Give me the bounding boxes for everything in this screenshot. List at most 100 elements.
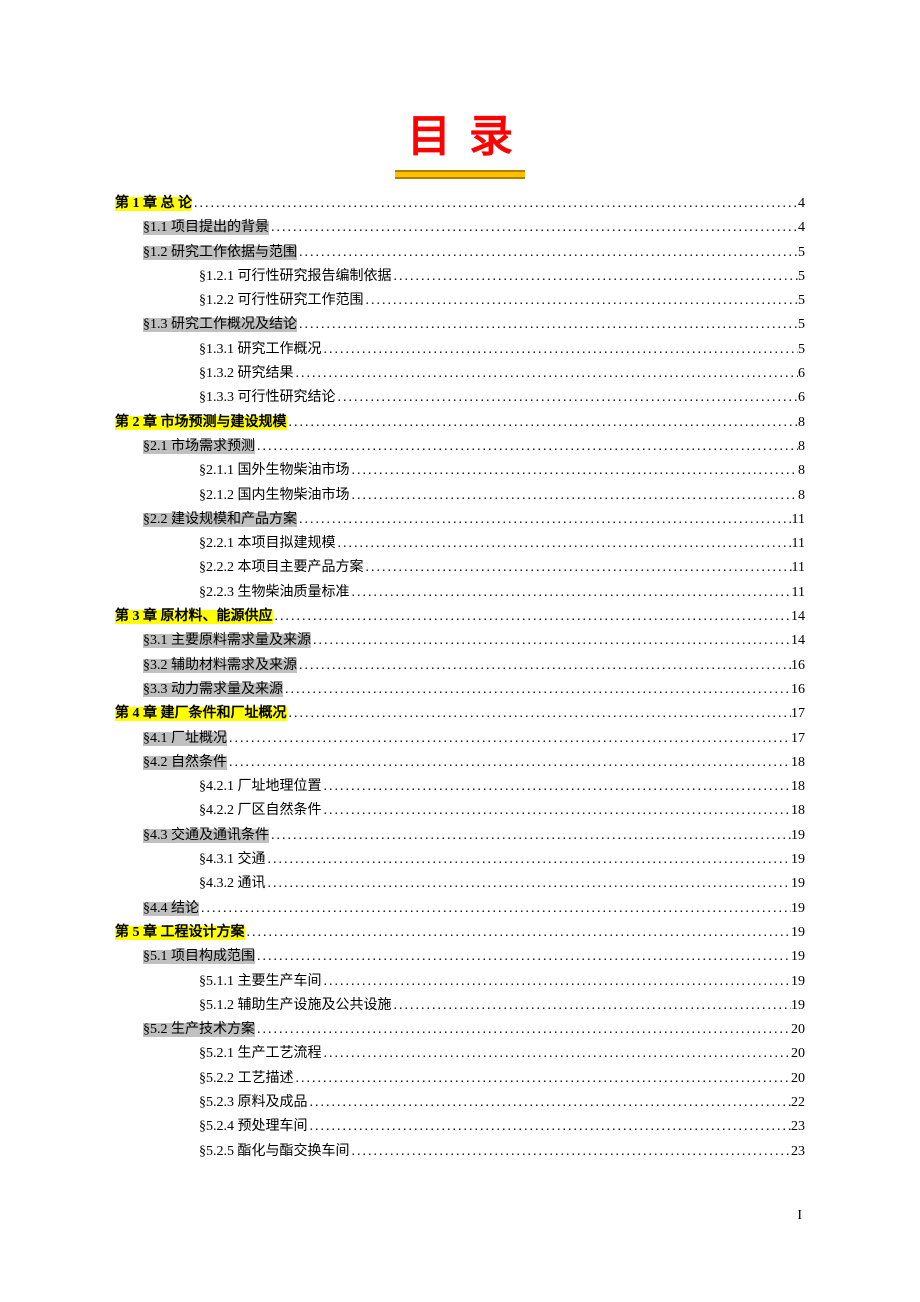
toc-entry: §4.3.2 通讯19 xyxy=(115,877,805,891)
toc-leader xyxy=(308,1120,792,1134)
toc-entry-page: 16 xyxy=(791,683,805,697)
toc-entry: §4.2.2 厂区自然条件18 xyxy=(115,804,805,818)
toc-entry: 第 4 章 建厂条件和厂址概况17 xyxy=(115,707,805,721)
page-number: I xyxy=(797,1208,802,1224)
toc-entry-page: 19 xyxy=(791,853,805,867)
toc-entry-label: §4.4 结论 xyxy=(143,902,199,916)
toc-entry-page: 18 xyxy=(791,780,805,794)
toc-entry-page: 22 xyxy=(791,1096,805,1110)
toc-entry-page: 19 xyxy=(791,975,805,989)
toc-leader xyxy=(350,489,799,503)
toc-entry-label: §1.2.1 可行性研究报告编制依据 xyxy=(199,270,392,284)
toc-leader xyxy=(227,732,791,746)
toc-entry: §2.2 建设规模和产品方案11 xyxy=(115,513,805,527)
toc-leader xyxy=(245,926,792,940)
toc-entry-page: 8 xyxy=(798,489,805,503)
toc-entry-label: §1.2 研究工作依据与范围 xyxy=(143,246,297,260)
toc-leader xyxy=(297,318,798,332)
toc-entry: §4.3.1 交通19 xyxy=(115,853,805,867)
toc-entry-label: §4.2.2 厂区自然条件 xyxy=(199,804,322,818)
toc-leader xyxy=(297,246,798,260)
toc-leader xyxy=(392,270,799,284)
title-underline xyxy=(395,170,525,179)
toc-entry-page: 5 xyxy=(798,294,805,308)
toc-entry-label: 第 5 章 工程设计方案 xyxy=(115,926,245,940)
toc-entry-page: 17 xyxy=(791,707,805,721)
toc-leader xyxy=(364,561,792,575)
toc-entry: §2.1.2 国内生物柴油市场8 xyxy=(115,489,805,503)
toc-entry-label: 第 1 章 总 论 xyxy=(115,197,192,211)
toc-entry-label: §5.2.4 预处理车间 xyxy=(199,1120,308,1134)
toc-entry: §5.2 生产技术方案20 xyxy=(115,1023,805,1037)
toc-entry: 第 5 章 工程设计方案19 xyxy=(115,926,805,940)
toc-entry: 第 3 章 原材料、能源供应14 xyxy=(115,610,805,624)
toc-entry-label: §5.2.2 工艺描述 xyxy=(199,1072,294,1086)
toc-entry-label: §3.2 辅助材料需求及来源 xyxy=(143,659,297,673)
toc-entry-label: §5.2.3 原料及成品 xyxy=(199,1096,308,1110)
toc-entry-page: 19 xyxy=(791,999,805,1013)
toc-entry-page: 8 xyxy=(798,416,805,430)
toc-leader xyxy=(255,1023,791,1037)
toc-entry-page: 17 xyxy=(791,732,805,746)
toc-entry-page: 14 xyxy=(791,634,805,648)
toc-leader xyxy=(227,756,791,770)
toc-entry: §3.1 主要原料需求量及来源14 xyxy=(115,634,805,648)
toc-entry-page: 18 xyxy=(791,756,805,770)
toc-entry: §2.1 市场需求预测8 xyxy=(115,440,805,454)
toc-entry-label: §1.3.2 研究结果 xyxy=(199,367,294,381)
toc-entry-page: 19 xyxy=(791,877,805,891)
toc-entry-label: §3.3 动力需求量及来源 xyxy=(143,683,283,697)
toc-entry-label: §2.1 市场需求预测 xyxy=(143,440,255,454)
toc-entry-page: 19 xyxy=(791,902,805,916)
toc-entry-page: 23 xyxy=(791,1120,805,1134)
toc-leader xyxy=(283,683,791,697)
toc-entry-label: §1.1 项目提出的背景 xyxy=(143,221,269,235)
toc-entry-page: 23 xyxy=(791,1145,805,1159)
toc-leader xyxy=(350,586,792,600)
toc-leader xyxy=(336,391,799,405)
toc-entry: §5.2.1 生产工艺流程 20 xyxy=(115,1047,805,1061)
toc-leader xyxy=(311,634,791,648)
toc-leader xyxy=(192,197,798,211)
toc-entry: §5.2.3 原料及成品 22 xyxy=(115,1096,805,1110)
toc-entry-page: 4 xyxy=(798,221,805,235)
toc-entry: §4.1 厂址概况 17 xyxy=(115,732,805,746)
toc-entry-page: 11 xyxy=(792,586,805,600)
toc-entry: §2.2.3 生物柴油质量标准 11 xyxy=(115,586,805,600)
toc-leader xyxy=(287,416,799,430)
toc-entry-label: §5.1.1 主要生产车间 xyxy=(199,975,322,989)
toc-entry-page: 11 xyxy=(792,561,805,575)
toc-leader xyxy=(269,221,798,235)
toc-leader xyxy=(336,537,792,551)
toc-entry-label: §4.1 厂址概况 xyxy=(143,732,227,746)
toc-entry-label: §2.2.3 生物柴油质量标准 xyxy=(199,586,350,600)
toc-leader xyxy=(322,975,792,989)
toc-leader xyxy=(255,950,791,964)
toc-entry: §1.3 研究工作概况及结论5 xyxy=(115,318,805,332)
toc-title: 目录 xyxy=(389,100,531,164)
toc-entry-label: §1.2.2 可行性研究工作范围 xyxy=(199,294,364,308)
toc-entry-page: 20 xyxy=(791,1072,805,1086)
toc-entry-page: 4 xyxy=(798,197,805,211)
toc-entry-label: §5.1 项目构成范围 xyxy=(143,950,255,964)
toc-entry: §5.2.2 工艺描述 20 xyxy=(115,1072,805,1086)
toc-entry-label: §5.2 生产技术方案 xyxy=(143,1023,255,1037)
toc-entry-label: §2.2.1 本项目拟建规模 xyxy=(199,537,336,551)
toc-leader xyxy=(350,464,799,478)
toc-leader xyxy=(294,1072,792,1086)
toc-entry: §1.2.2 可行性研究工作范围 5 xyxy=(115,294,805,308)
toc-leader xyxy=(266,853,792,867)
toc-entry-label: §4.2 自然条件 xyxy=(143,756,227,770)
toc-entry: §1.2 研究工作依据与范围 5 xyxy=(115,246,805,260)
toc-entry: §2.2.2 本项目主要产品方案11 xyxy=(115,561,805,575)
toc-entry-label: §5.2.1 生产工艺流程 xyxy=(199,1047,322,1061)
toc-entry: §5.2.4 预处理车间 23 xyxy=(115,1120,805,1134)
toc-entry-label: 第 3 章 原材料、能源供应 xyxy=(115,610,273,624)
toc-entry-label: §5.1.2 辅助生产设施及公共设施 xyxy=(199,999,392,1013)
toc-entry-page: 20 xyxy=(791,1047,805,1061)
toc-leader xyxy=(322,804,792,818)
toc-leader xyxy=(294,367,799,381)
toc-entry-label: §5.2.5 酯化与酯交换车间 xyxy=(199,1145,350,1159)
toc-entry: §2.1.1 国外生物柴油市场8 xyxy=(115,464,805,478)
toc-entry-page: 5 xyxy=(798,246,805,260)
